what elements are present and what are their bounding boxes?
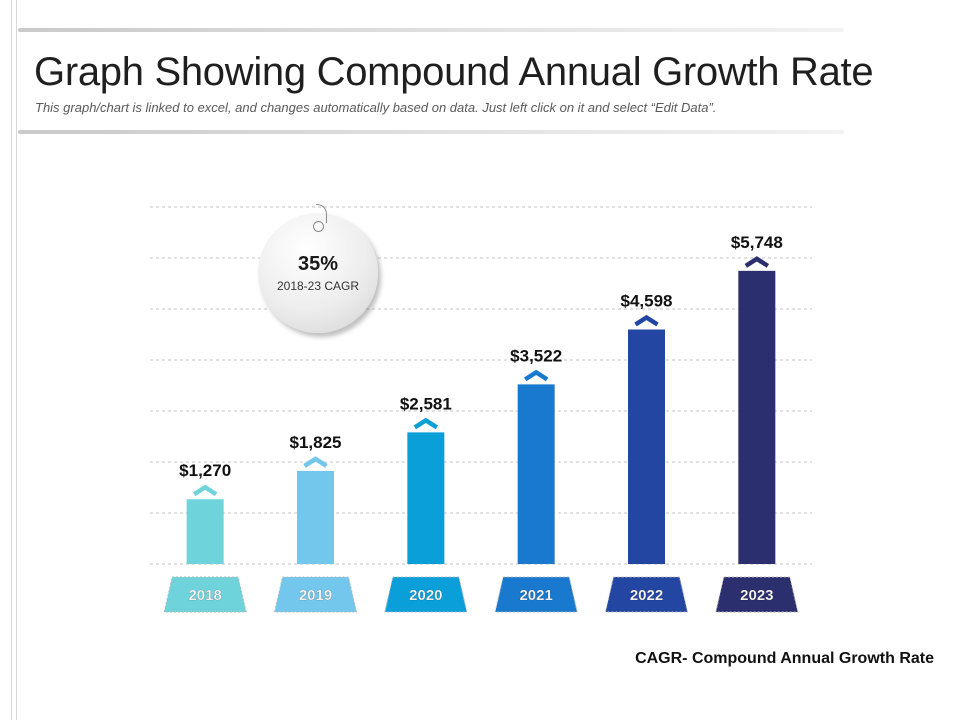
- chevron-up-icon: [634, 314, 659, 327]
- x-tick-label: 2021: [519, 587, 552, 604]
- left-border-line-inner: [16, 0, 17, 720]
- bar: [517, 384, 555, 564]
- cagr-badge-value: 35%: [297, 253, 339, 275]
- left-border-line: [11, 0, 12, 720]
- bar: [407, 432, 445, 564]
- chevron-up-icon: [523, 369, 549, 382]
- category-tab: [384, 576, 468, 613]
- header-rule-bottom: [18, 130, 844, 134]
- category-tab: [163, 576, 247, 613]
- category-tab: [715, 576, 799, 613]
- data-label: $1,270: [179, 461, 231, 480]
- bar: [297, 470, 334, 564]
- page-subtitle: This graph/chart is linked to excel, and…: [35, 100, 717, 115]
- x-tick-label: 2019: [299, 587, 332, 604]
- page-title: Graph Showing Compound Annual Growth Rat…: [34, 50, 874, 94]
- data-label: $1,825: [290, 433, 342, 452]
- badge-string-icon: [316, 204, 327, 223]
- bar: [738, 270, 776, 564]
- category-tab: [273, 576, 358, 613]
- cagr-footnote: CAGR- Compound Annual Growth Rate: [635, 650, 934, 667]
- chevron-up-icon: [744, 256, 770, 268]
- cagr-badge: 35% 2018-23 CAGR: [258, 204, 380, 335]
- badge-hole-icon: [313, 221, 324, 232]
- chevron-up-icon: [413, 417, 439, 430]
- data-label: $5,748: [731, 233, 783, 252]
- x-tick-label: 2020: [409, 587, 442, 604]
- cagr-badge-label: 2018-23 CAGR: [276, 279, 360, 293]
- bar: [628, 329, 665, 564]
- header-rule-top: [18, 28, 844, 32]
- data-label: $3,522: [510, 346, 562, 365]
- data-label: $4,598: [621, 292, 673, 311]
- chevron-up-icon: [192, 484, 218, 497]
- chevron-up-icon: [303, 456, 328, 468]
- category-tab: [494, 576, 578, 613]
- category-tab: [604, 576, 689, 613]
- x-tick-label: 2022: [630, 587, 663, 604]
- bar: [186, 499, 224, 564]
- data-label: $2,581: [400, 394, 452, 413]
- cagr-badge-circle: [258, 213, 378, 333]
- x-tick-label: 2023: [740, 587, 773, 604]
- x-tick-label: 2018: [188, 587, 221, 604]
